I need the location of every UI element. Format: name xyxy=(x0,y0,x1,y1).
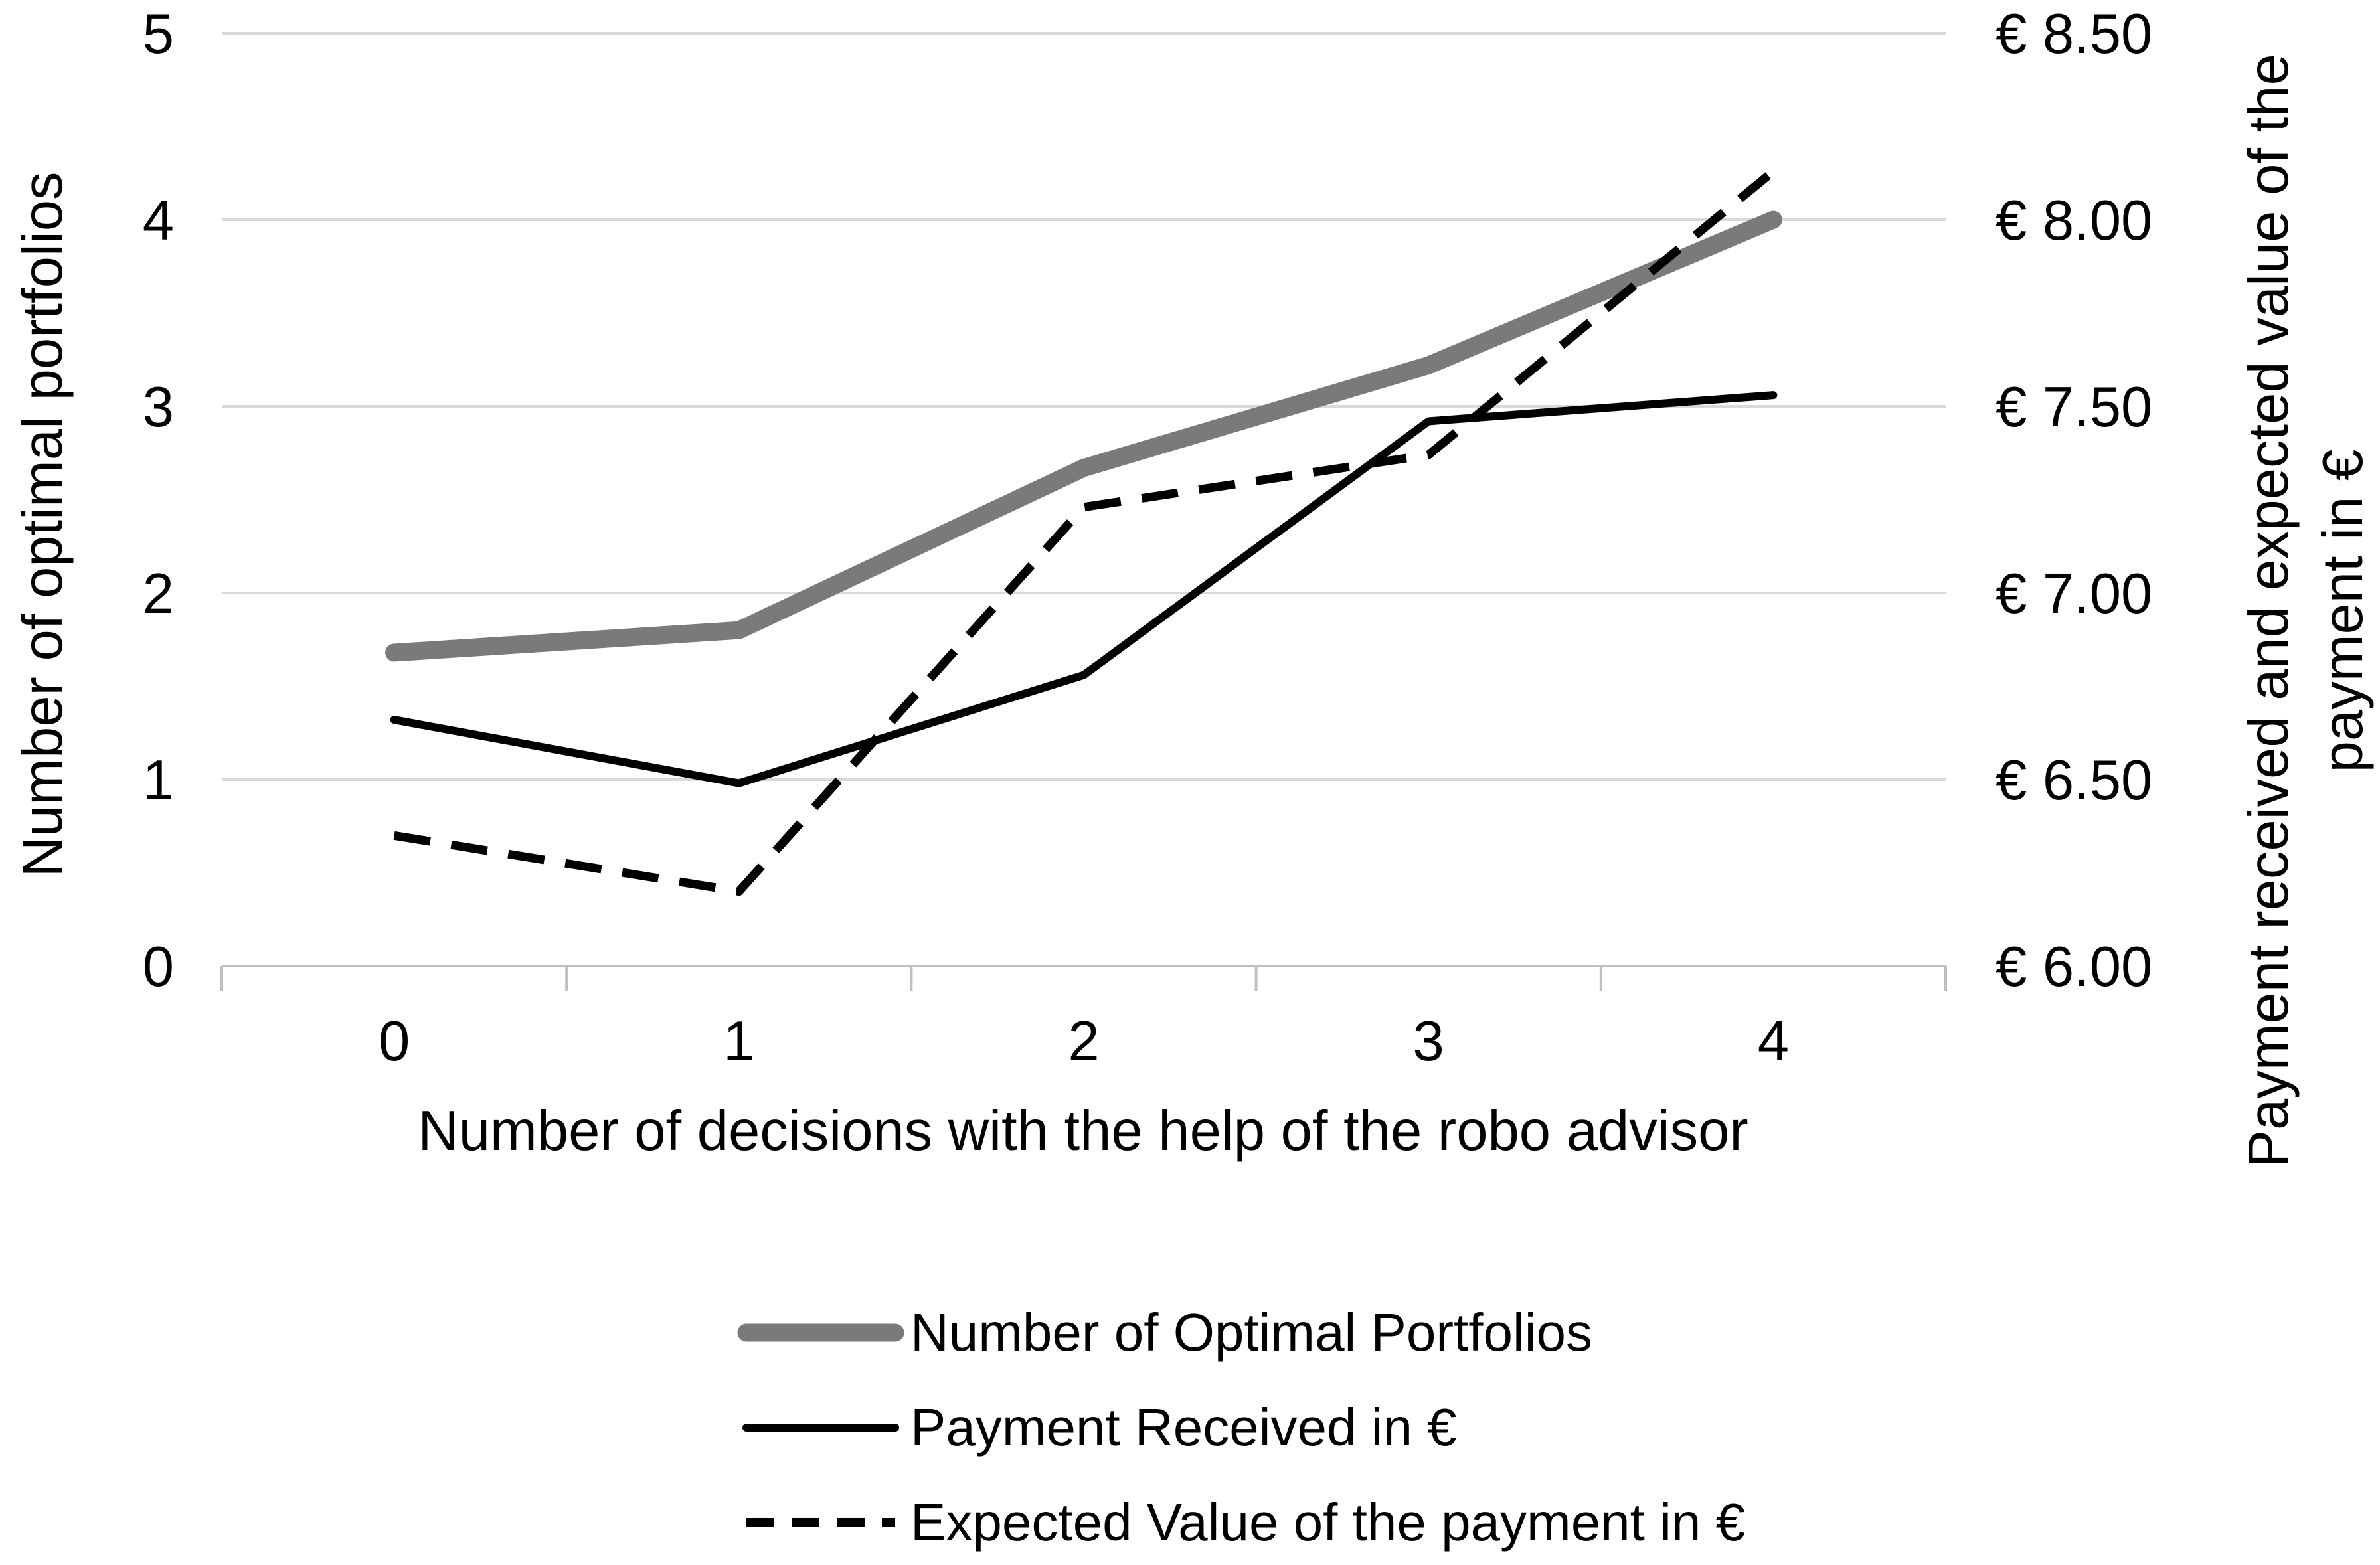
legend-item-optimal-portfolios: Number of Optimal Portfolios xyxy=(736,1296,1592,1369)
y-right-tick-label: € 7.50 xyxy=(1996,376,2152,439)
y-right-tick-label: € 6.50 xyxy=(1996,749,2152,812)
legend-item-payment-received: Payment Received in € xyxy=(736,1391,1457,1464)
y-right-tick-label: € 7.00 xyxy=(1996,562,2152,625)
y-axis-right-title-line2: payment in € xyxy=(2312,449,2375,773)
y-axis-right-title-line1: Payment received and expected value of t… xyxy=(2237,54,2300,1168)
series-line-1 xyxy=(390,391,1778,787)
legend-label: Payment Received in € xyxy=(910,1398,1457,1457)
x-tick-label: 4 xyxy=(1758,1010,1789,1073)
y-left-tick-label: 1 xyxy=(143,749,174,812)
y-left-tick-label: 0 xyxy=(143,936,174,999)
x-tick-label: 1 xyxy=(723,1010,754,1073)
y-axis-left-title: Number of optimal portfolios xyxy=(11,171,74,878)
y-left-tick-label: 5 xyxy=(143,3,174,66)
legend-label: Expected Value of the payment in € xyxy=(910,1493,1746,1552)
legend-swatch-solid-line xyxy=(742,1424,899,1432)
series-line-2 xyxy=(393,167,1776,896)
x-tick-label: 3 xyxy=(1413,1010,1444,1073)
y-right-tick-label: € 8.50 xyxy=(1996,3,2152,66)
legend-item-expected-value: Expected Value of the payment in € xyxy=(736,1486,1745,1559)
x-tick-label: 2 xyxy=(1068,1010,1099,1073)
x-tick-label: 0 xyxy=(379,1010,410,1073)
y-left-tick-label: 3 xyxy=(143,376,174,439)
y-right-tick-label: € 6.00 xyxy=(1996,936,2152,999)
legend-swatch-dashed-line xyxy=(746,1518,895,1527)
legend-swatch-gray-line xyxy=(737,1323,904,1342)
series-line-0 xyxy=(385,210,1782,662)
y-left-tick-label: 2 xyxy=(143,562,174,625)
legend-label: Number of Optimal Portfolios xyxy=(910,1303,1593,1362)
y-left-tick-label: 4 xyxy=(143,189,174,252)
x-axis-title: Number of decisions with the help of the… xyxy=(418,1100,1748,1163)
y-right-tick-label: € 8.00 xyxy=(1996,189,2152,252)
